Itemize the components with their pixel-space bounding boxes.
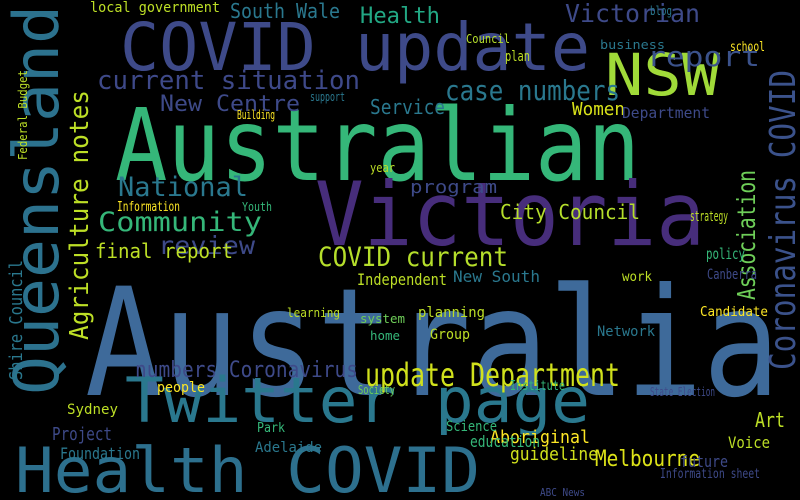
word: education: [470, 432, 540, 451]
word: Park: [257, 421, 285, 436]
word: Aboriginal: [490, 427, 590, 448]
word: Federal Budget: [16, 70, 30, 160]
word: Victoria: [315, 163, 705, 266]
word: NSW: [605, 41, 720, 109]
word: guideline: [510, 444, 598, 465]
word: Sydney: [67, 402, 118, 418]
word: Australian: [115, 87, 640, 204]
word: Council: [466, 32, 510, 46]
word: Association: [732, 170, 761, 300]
word: Community: [98, 207, 262, 238]
word: Agriculture notes: [65, 90, 95, 340]
word: Group: [430, 327, 470, 343]
word: support: [310, 90, 345, 104]
word: Science: [446, 419, 497, 435]
word: Information sheet: [660, 467, 760, 482]
word: Victorian: [565, 0, 700, 28]
word: Network: [597, 324, 656, 340]
word: numbers Coronavirus: [135, 358, 358, 383]
word: program: [410, 177, 497, 198]
word: Foundation: [60, 444, 140, 463]
word: South Wale: [230, 0, 340, 23]
word: State Election: [650, 385, 715, 399]
word: plan: [505, 49, 530, 65]
word: current situation: [97, 66, 360, 96]
word: report: [647, 40, 760, 73]
word: school: [730, 40, 765, 55]
word: learning: [287, 306, 340, 320]
word: Youth: [242, 200, 272, 214]
word: ABC News: [540, 486, 585, 499]
word: Melbourne: [595, 447, 700, 472]
word: Information: [117, 200, 180, 215]
word: Coronavirus COVID: [763, 70, 800, 370]
word: work: [622, 270, 652, 285]
word: New South: [453, 267, 540, 286]
word: National: [118, 172, 248, 203]
word: Art: [755, 408, 785, 432]
word: City Council: [500, 200, 640, 224]
word: Voice: [728, 433, 770, 452]
word: Adelaide: [255, 440, 322, 456]
word: planning: [418, 305, 485, 321]
word: Health COVID: [15, 434, 480, 500]
word: final report: [95, 239, 233, 263]
word: business: [600, 38, 665, 52]
word: policy: [706, 245, 745, 263]
word: system: [360, 312, 405, 326]
word: COVID update: [120, 9, 590, 86]
word: Australia: [85, 257, 780, 431]
word: future: [680, 452, 728, 471]
word: case numbers: [445, 74, 620, 107]
word: people: [157, 380, 205, 396]
word: Shire Council: [6, 260, 27, 380]
word: blog: [650, 4, 672, 18]
word: year: [370, 161, 395, 175]
word: strategy: [690, 209, 728, 225]
word: Canberra: [707, 267, 757, 283]
word: Independent: [357, 270, 447, 289]
word: home: [370, 329, 400, 343]
word: Women: [572, 99, 625, 120]
word: COVID current: [318, 242, 508, 273]
word: Project: [52, 424, 112, 445]
word: update Department: [365, 356, 620, 394]
word: Institute: [510, 379, 565, 394]
word: Society: [358, 383, 395, 397]
word: Queensland: [0, 5, 73, 395]
word: Service: [370, 95, 445, 119]
word: Health: [360, 4, 440, 29]
word: review: [158, 231, 256, 260]
word: New Centre: [160, 92, 300, 117]
word: Twitter page: [125, 364, 590, 437]
word: Building: [237, 108, 275, 122]
word: Candidate: [700, 305, 768, 320]
word: local government: [90, 0, 220, 16]
word: Department: [622, 104, 710, 122]
